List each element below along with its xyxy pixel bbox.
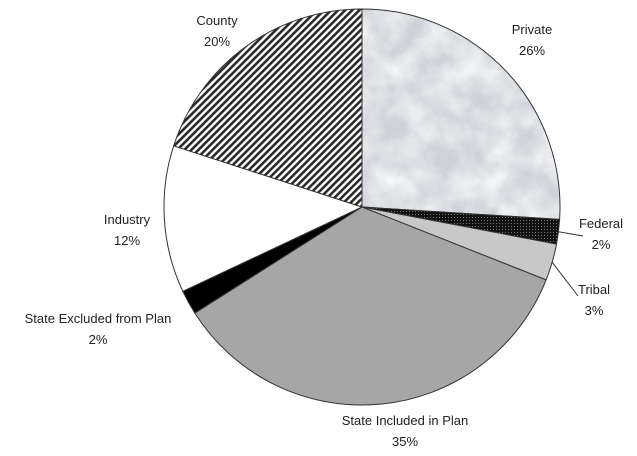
slice-label-county: County 20% xyxy=(196,13,238,49)
leader-line-tribal xyxy=(552,262,578,296)
slice-label-private: Private 26% xyxy=(512,22,552,58)
slice-label-industry: Industry 12% xyxy=(104,212,151,248)
leader-line-federal xyxy=(558,232,583,236)
slice-label-tribal: Tribal 3% xyxy=(578,282,610,318)
slice-label-state-included: State Included in Plan 35% xyxy=(342,413,468,449)
pie-slice-private xyxy=(362,9,560,219)
slice-label-federal: Federal 2% xyxy=(579,216,623,252)
slice-label-state-excluded: State Excluded from Plan 2% xyxy=(25,311,172,347)
